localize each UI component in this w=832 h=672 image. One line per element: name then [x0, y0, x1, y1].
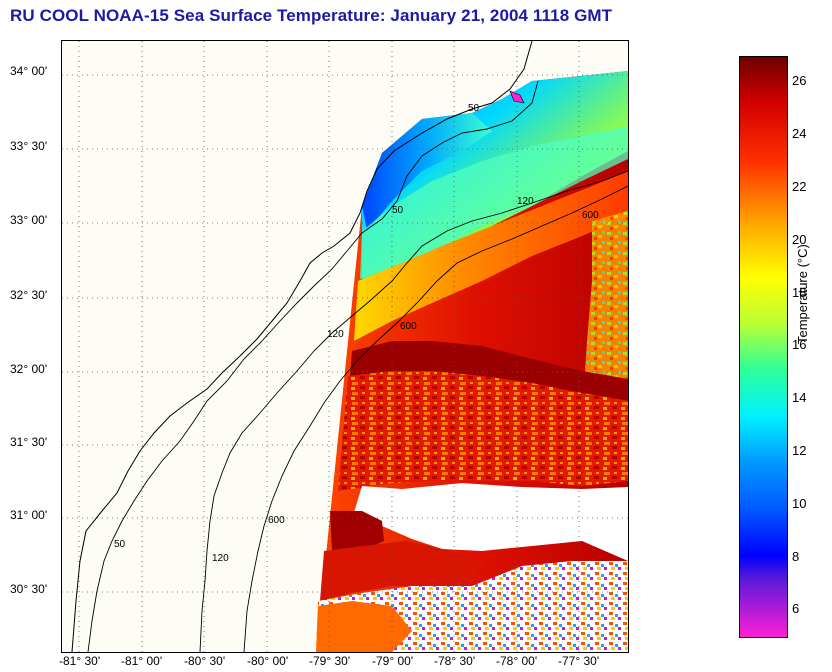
- contour-label-50-mid: 50: [392, 205, 404, 216]
- colorbar-tick-22: 22: [792, 179, 807, 194]
- coastline: [71, 41, 533, 652]
- map-title: RU COOL NOAA-15 Sea Surface Temperature:…: [10, 6, 613, 25]
- sst-swath: [316, 71, 628, 652]
- contour-labels: 50 50 50 120 120 120 600 600 600: [114, 103, 599, 564]
- colorbar-tick-14: 14: [792, 390, 807, 405]
- lat-label-34-00: 34° 00': [10, 64, 48, 78]
- lon-label-81-30: -81° 30': [59, 654, 101, 668]
- lon-label-80-00: -80° 00': [247, 654, 289, 668]
- contour-label-600-north: 600: [582, 210, 599, 221]
- colorbar-tick-12: 12: [792, 443, 807, 458]
- colorbar-tick-8: 8: [792, 549, 800, 564]
- contour-label-120-south: 120: [212, 553, 229, 564]
- isobath-50: [87, 80, 539, 652]
- contour-label-50-north: 50: [468, 103, 480, 114]
- colorbar-label: Temperature (°C): [795, 244, 810, 344]
- contour-label-600-mid: 600: [400, 321, 417, 332]
- contour-label-120-north: 120: [517, 196, 534, 207]
- colorbar-tick-20: 20: [792, 232, 807, 247]
- sst-map: 50 50 50 120 120 120 600 600 600: [62, 41, 628, 652]
- lon-label-77-30: -77° 30': [558, 654, 600, 668]
- lon-label-78-00: -78° 00': [496, 654, 538, 668]
- colorbar-tick-18: 18: [792, 285, 807, 300]
- lon-label-81-00: -81° 00': [121, 654, 163, 668]
- colorbar-tick-24: 24: [792, 126, 807, 141]
- colorbar-tick-26: 26: [792, 73, 807, 88]
- lon-label-80-30: -80° 30': [184, 654, 226, 668]
- lat-label-31-30: 31° 30': [10, 435, 48, 449]
- map-grid: [62, 41, 628, 652]
- lon-label-79-00: -79° 00': [372, 654, 414, 668]
- lat-label-32-00: 32° 00': [10, 362, 48, 376]
- colorbar-tick-6: 6: [792, 601, 800, 616]
- lat-label-31-00: 31° 00': [10, 508, 48, 522]
- temperature-colorbar: [739, 56, 788, 638]
- map-frame: 50 50 50 120 120 120 600 600 600: [61, 40, 629, 653]
- contour-label-50-south: 50: [114, 539, 126, 550]
- lon-label-79-30: -79° 30': [309, 654, 351, 668]
- contour-label-120-mid: 120: [327, 329, 344, 340]
- lat-label-33-30: 33° 30': [10, 139, 48, 153]
- colorbar-tick-16: 16: [792, 337, 807, 352]
- lat-label-33-00: 33° 00': [10, 213, 48, 227]
- lat-label-32-30: 32° 30': [10, 288, 48, 302]
- colorbar-tick-10: 10: [792, 496, 807, 511]
- isobath-600: [243, 185, 628, 652]
- lat-label-30-30: 30° 30': [10, 582, 48, 596]
- contour-label-600-south: 600: [268, 515, 285, 526]
- isobath-120: [199, 170, 628, 652]
- lon-label-78-30: -78° 30': [434, 654, 476, 668]
